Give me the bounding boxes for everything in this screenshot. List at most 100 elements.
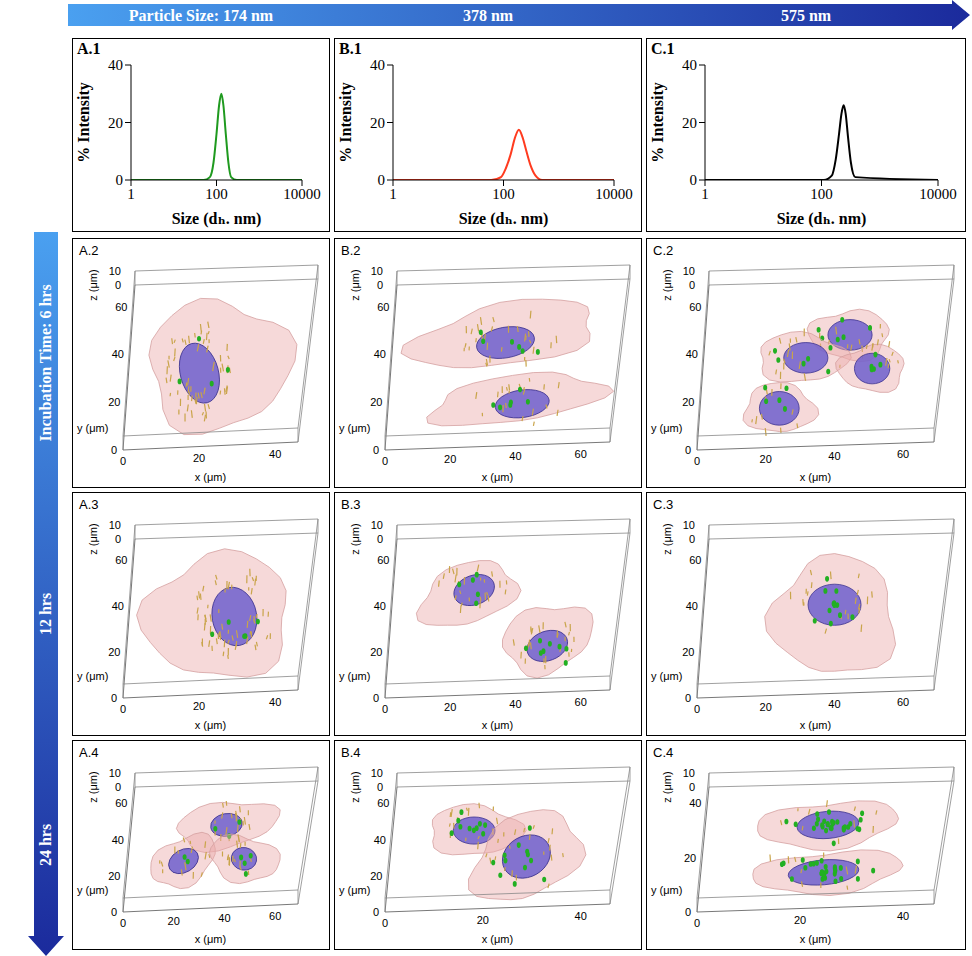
svg-text:1: 1 — [701, 186, 709, 202]
svg-text:0: 0 — [115, 279, 121, 291]
svg-text:0: 0 — [377, 781, 383, 793]
svg-text:20: 20 — [684, 852, 696, 864]
svg-text:0: 0 — [120, 917, 126, 929]
svg-text:575 nm: 575 nm — [781, 7, 832, 24]
svg-text:20: 20 — [108, 115, 123, 131]
svg-text:0: 0 — [685, 692, 691, 704]
svg-text:0: 0 — [115, 533, 121, 545]
svg-text:60: 60 — [377, 554, 389, 566]
svg-text:y (μm): y (μm) — [339, 884, 370, 896]
svg-text:100: 100 — [205, 186, 228, 202]
svg-text:24 hrs: 24 hrs — [37, 824, 54, 866]
svg-text:60: 60 — [377, 797, 389, 809]
svg-text:y (μm): y (μm) — [651, 884, 682, 896]
svg-text:60: 60 — [115, 797, 127, 809]
svg-text:y (μm): y (μm) — [651, 670, 682, 682]
svg-text:A.3: A.3 — [79, 497, 99, 512]
svg-text:10: 10 — [683, 519, 695, 531]
svg-text:10: 10 — [683, 265, 695, 277]
svg-text:10000: 10000 — [595, 186, 633, 202]
svg-text:0: 0 — [382, 703, 388, 715]
svg-text:C.2: C.2 — [653, 243, 673, 258]
svg-text:x (μm): x (μm) — [195, 471, 226, 483]
svg-text:z (μm): z (μm) — [349, 269, 361, 300]
svg-text:40: 40 — [897, 910, 909, 922]
svg-text:Size (dₕ. nm): Size (dₕ. nm) — [459, 210, 549, 228]
svg-text:20: 20 — [682, 646, 694, 658]
svg-text:Particle Size: 174 nm: Particle Size: 174 nm — [129, 7, 274, 24]
svg-text:40: 40 — [509, 698, 521, 710]
svg-text:40: 40 — [218, 912, 230, 924]
svg-text:A.4: A.4 — [79, 745, 99, 760]
svg-text:B.2: B.2 — [341, 243, 361, 258]
svg-text:0: 0 — [689, 279, 695, 291]
svg-text:20: 20 — [370, 646, 382, 658]
svg-text:z (μm): z (μm) — [349, 523, 361, 554]
svg-text:20: 20 — [794, 914, 806, 926]
svg-text:60: 60 — [897, 448, 909, 460]
svg-text:40: 40 — [374, 600, 386, 612]
svg-text:z (μm): z (μm) — [87, 523, 99, 554]
svg-text:60: 60 — [689, 301, 701, 313]
svg-text:% Intensity: % Intensity — [75, 82, 93, 162]
svg-text:x (μm): x (μm) — [800, 471, 831, 483]
svg-text:z (μm): z (μm) — [661, 771, 673, 802]
svg-text:0: 0 — [111, 444, 117, 456]
svg-text:1: 1 — [127, 186, 135, 202]
svg-text:% Intensity: % Intensity — [649, 82, 667, 162]
svg-text:C.3: C.3 — [653, 497, 673, 512]
svg-text:0: 0 — [689, 533, 695, 545]
svg-text:10: 10 — [109, 265, 121, 277]
svg-text:10: 10 — [683, 767, 695, 779]
svg-text:20: 20 — [682, 115, 697, 131]
svg-text:60: 60 — [115, 554, 127, 566]
svg-text:0: 0 — [378, 172, 386, 188]
svg-text:40: 40 — [689, 797, 701, 809]
svg-text:y (μm): y (μm) — [77, 422, 108, 434]
svg-text:z (μm): z (μm) — [661, 269, 673, 300]
svg-text:0: 0 — [685, 444, 691, 456]
svg-text:Incubation Time: 6 hrs: Incubation Time: 6 hrs — [37, 284, 54, 441]
svg-text:0: 0 — [115, 781, 121, 793]
svg-text:20: 20 — [370, 870, 382, 882]
svg-text:20: 20 — [444, 453, 456, 465]
svg-text:10: 10 — [371, 265, 383, 277]
svg-text:C.4: C.4 — [653, 745, 673, 760]
svg-text:20: 20 — [108, 870, 120, 882]
svg-text:60: 60 — [689, 554, 701, 566]
svg-text:0: 0 — [694, 455, 700, 467]
svg-text:40: 40 — [575, 910, 587, 922]
svg-text:40: 40 — [686, 348, 698, 360]
svg-text:x (μm): x (μm) — [800, 719, 831, 731]
svg-text:z (μm): z (μm) — [87, 269, 99, 300]
svg-text:40: 40 — [374, 834, 386, 846]
svg-text:40: 40 — [269, 696, 281, 708]
svg-text:0: 0 — [690, 172, 698, 188]
svg-text:20: 20 — [760, 453, 772, 465]
svg-text:0: 0 — [116, 172, 124, 188]
svg-text:0: 0 — [373, 692, 379, 704]
svg-text:60: 60 — [115, 301, 127, 313]
svg-text:100: 100 — [492, 186, 515, 202]
svg-text:20: 20 — [193, 452, 205, 464]
svg-text:y (μm): y (μm) — [77, 884, 108, 896]
svg-text:x (μm): x (μm) — [800, 933, 831, 945]
svg-text:0: 0 — [377, 533, 383, 545]
svg-text:y (μm): y (μm) — [339, 422, 370, 434]
svg-text:40: 40 — [370, 57, 385, 73]
svg-text:0: 0 — [382, 455, 388, 467]
svg-text:10: 10 — [371, 519, 383, 531]
svg-text:20: 20 — [168, 915, 180, 927]
svg-text:1: 1 — [389, 186, 397, 202]
svg-text:B.4: B.4 — [341, 745, 361, 760]
svg-text:B.3: B.3 — [341, 497, 361, 512]
svg-text:10: 10 — [109, 767, 121, 779]
svg-text:0: 0 — [120, 703, 126, 715]
svg-text:40: 40 — [682, 57, 697, 73]
svg-text:20: 20 — [108, 646, 120, 658]
svg-text:Size (dₕ. nm): Size (dₕ. nm) — [777, 210, 867, 228]
svg-text:x (μm): x (μm) — [195, 719, 226, 731]
svg-text:20: 20 — [370, 115, 385, 131]
svg-text:40: 40 — [269, 448, 281, 460]
svg-text:0: 0 — [373, 906, 379, 918]
